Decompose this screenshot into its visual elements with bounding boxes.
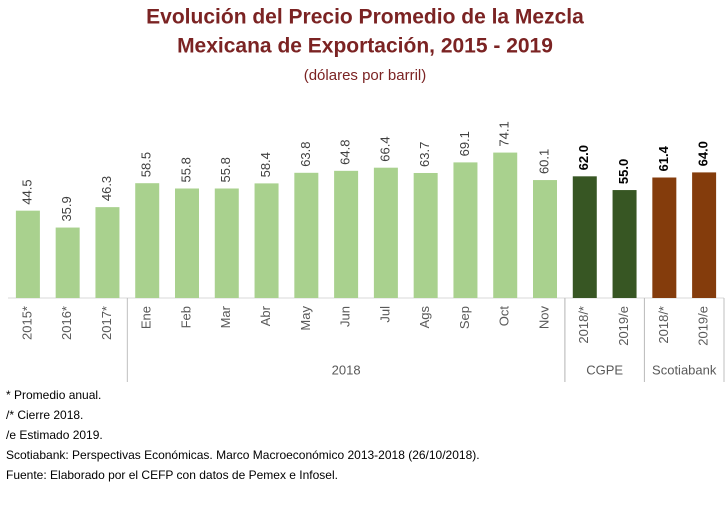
x-tick-label: 2015* bbox=[19, 306, 34, 340]
data-label: 69.1 bbox=[457, 131, 472, 156]
bar bbox=[493, 152, 518, 298]
bar bbox=[373, 167, 398, 298]
data-label: 64.8 bbox=[338, 140, 353, 165]
x-tick-label: Ags bbox=[417, 306, 432, 329]
x-tick-label: Feb bbox=[178, 306, 193, 328]
data-label: 58.4 bbox=[258, 152, 273, 177]
group-label: 2018 bbox=[332, 362, 361, 377]
data-label: 44.5 bbox=[19, 179, 34, 204]
data-label: 74.1 bbox=[497, 121, 512, 146]
bar bbox=[572, 176, 597, 298]
x-tick-label: Abr bbox=[258, 305, 273, 326]
x-tick-label: Jul bbox=[377, 306, 392, 323]
bar bbox=[652, 177, 677, 298]
bar bbox=[612, 190, 637, 298]
data-label: 35.9 bbox=[59, 196, 74, 221]
bar bbox=[55, 227, 80, 298]
x-tick-label: 2019/e bbox=[616, 306, 631, 346]
bar bbox=[214, 188, 239, 298]
bar bbox=[413, 172, 438, 298]
x-tick-label: Jun bbox=[338, 306, 353, 327]
data-label: 55.8 bbox=[178, 157, 193, 182]
data-label: 62.0 bbox=[576, 145, 591, 170]
data-label: 63.7 bbox=[417, 142, 432, 167]
x-tick-label: 2016* bbox=[59, 306, 74, 340]
bar bbox=[453, 162, 478, 298]
footnote: /e Estimado 2019. bbox=[6, 428, 103, 442]
bar bbox=[95, 207, 120, 298]
x-tick-label: Ene bbox=[139, 306, 154, 329]
x-tick-label: Mar bbox=[218, 305, 233, 328]
bar bbox=[692, 172, 717, 298]
bar bbox=[533, 180, 557, 298]
chart-title: Mexicana de Exportación, 2015 - 2019 bbox=[177, 35, 553, 58]
bar bbox=[254, 183, 279, 298]
data-label: 64.0 bbox=[696, 141, 711, 166]
chart-subtitle: (dólares por barril) bbox=[304, 67, 427, 84]
x-tick-label: 2018/* bbox=[576, 306, 591, 344]
x-tick-label: Nov bbox=[536, 306, 551, 330]
x-tick-label: Oct bbox=[497, 306, 512, 327]
chart-title: Evolución del Precio Promedio de la Mezc… bbox=[146, 6, 584, 29]
data-label: 63.8 bbox=[298, 141, 313, 166]
bar bbox=[175, 188, 199, 298]
data-label: 55.0 bbox=[616, 159, 631, 184]
data-label: 55.8 bbox=[218, 157, 233, 182]
x-tick-label: Sep bbox=[457, 306, 472, 329]
data-label: 66.4 bbox=[377, 136, 392, 161]
x-tick-label: 2017* bbox=[99, 306, 114, 340]
bar bbox=[294, 172, 319, 298]
footnote: /* Cierre 2018. bbox=[6, 408, 83, 422]
data-label: 60.1 bbox=[536, 149, 551, 174]
data-label: 58.5 bbox=[139, 152, 154, 177]
x-tick-label: May bbox=[298, 306, 313, 331]
data-label: 46.3 bbox=[99, 176, 114, 201]
footnote: * Promedio anual. bbox=[6, 388, 101, 402]
group-label: CGPE bbox=[586, 362, 623, 377]
footnote: Fuente: Elaborado por el CEFP con datos … bbox=[6, 468, 338, 482]
bar bbox=[334, 170, 359, 298]
x-tick-label: 2019/e bbox=[696, 306, 711, 346]
footnote: Scotiabank: Perspectivas Económicas. Mar… bbox=[6, 448, 480, 462]
bar bbox=[15, 210, 40, 298]
group-label: Scotiabank bbox=[652, 362, 717, 377]
bar bbox=[135, 183, 160, 298]
x-tick-label: 2018/* bbox=[656, 306, 671, 344]
data-label: 61.4 bbox=[656, 145, 671, 171]
